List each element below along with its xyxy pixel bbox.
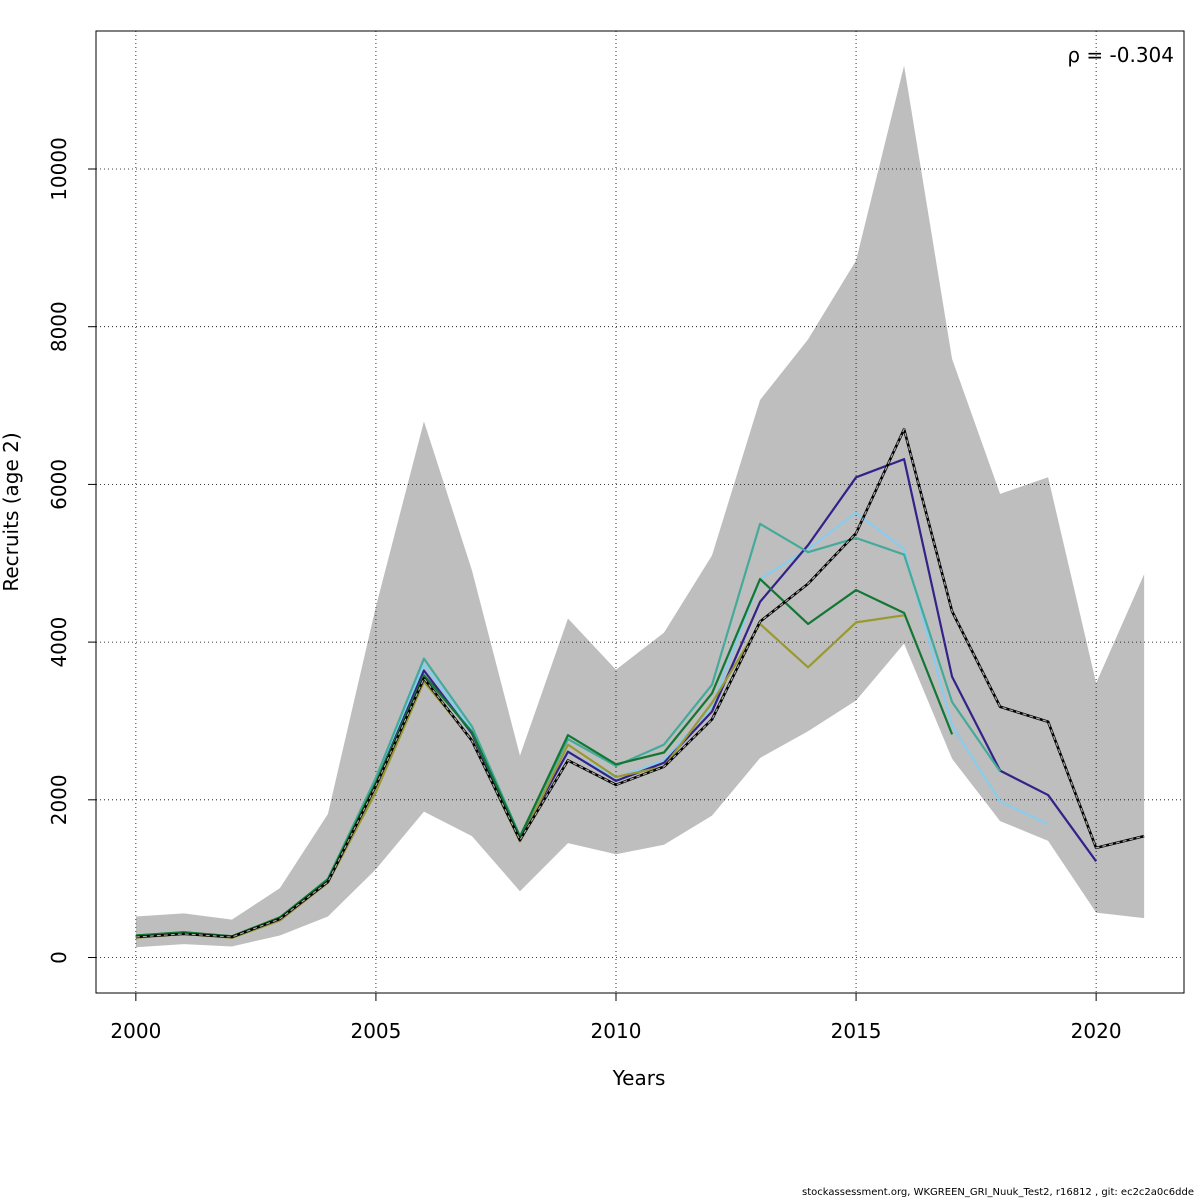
y-tick-label: 0	[47, 951, 71, 964]
series-line-reference-dash	[135, 427, 1145, 938]
x-tick-label: 2010	[591, 1019, 642, 1043]
x-axis: 2000 2005 2010 2015 2020	[110, 993, 1122, 1043]
y-tick-label: 8000	[47, 301, 71, 352]
y-tick-label: 4000	[47, 617, 71, 668]
x-tick-label: 2005	[350, 1019, 401, 1043]
footer-source: stockassessment.org, WKGREEN_GRI_Nuuk_Te…	[802, 1187, 1194, 1198]
y-tick-label: 6000	[47, 459, 71, 510]
y-axis: 0 2000 4000 6000 8000 10000	[47, 137, 96, 964]
series-line-4	[135, 577, 954, 938]
x-tick-label: 2000	[110, 1019, 161, 1043]
x-axis-title: Years	[612, 1066, 666, 1090]
rho-annotation: ρ = -0.304	[1067, 43, 1174, 67]
y-axis-title: Recruits (age 2)	[0, 432, 23, 591]
x-tick-label: 2020	[1071, 1019, 1122, 1043]
y-tick-label: 2000	[47, 774, 71, 825]
x-tick-label: 2015	[831, 1019, 882, 1043]
y-tick-label: 10000	[47, 137, 71, 201]
confidence-band	[135, 65, 1145, 948]
confidence-band-layer	[135, 65, 1145, 948]
series-layer	[135, 427, 1145, 939]
plot-frame	[95, 30, 1185, 994]
